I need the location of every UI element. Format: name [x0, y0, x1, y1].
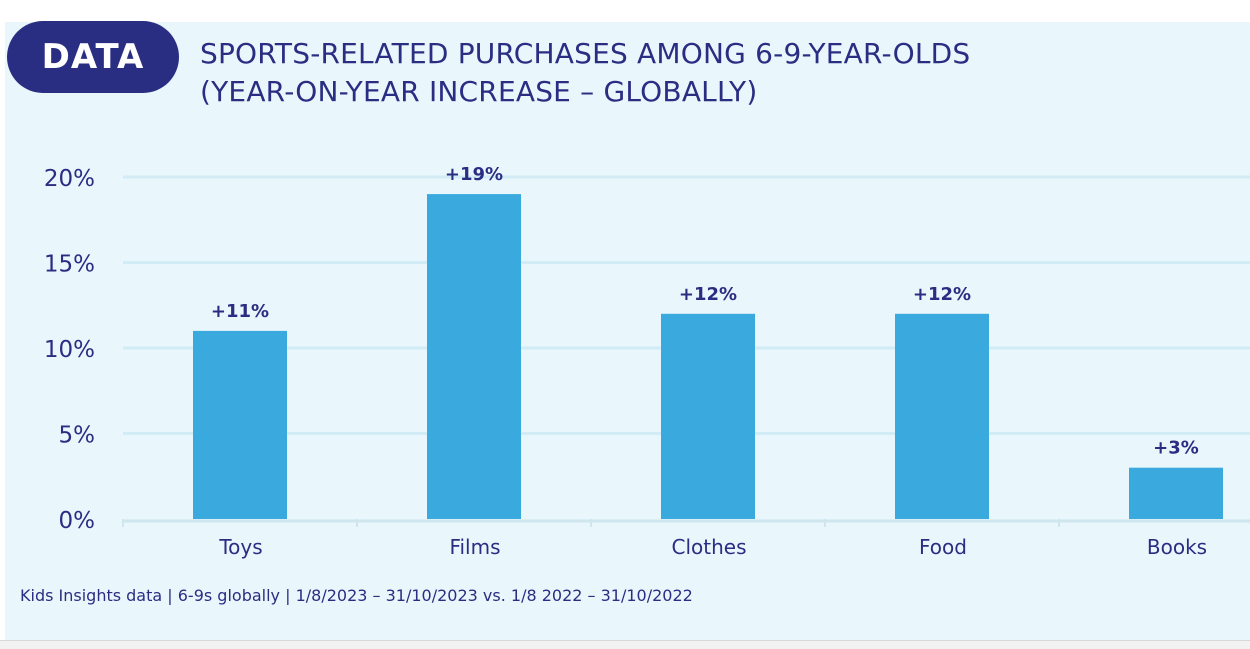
y-tick-label: 10%: [44, 337, 95, 363]
bar-books: [1129, 467, 1223, 519]
bar-clothes: [661, 313, 755, 519]
bottom-strip: [0, 640, 1250, 649]
chart-title-line-2: (YEAR-ON-YEAR INCREASE – GLOBALLY): [200, 75, 758, 108]
y-tick-label: 0%: [59, 508, 96, 534]
source-footnote: Kids Insights data | 6-9s globally | 1/8…: [20, 586, 693, 605]
data-label: +19%: [445, 164, 503, 185]
bar-food: [895, 313, 989, 519]
x-tick-label: Toys: [218, 535, 262, 559]
data-label: +11%: [211, 301, 269, 322]
chart-title: SPORTS-RELATED PURCHASES AMONG 6-9-YEAR-…: [200, 35, 970, 111]
data-badge: DATA: [7, 21, 179, 93]
bar-toys: [193, 330, 287, 519]
data-label: +3%: [1153, 438, 1199, 459]
data-badge-label: DATA: [41, 37, 145, 77]
data-label: +12%: [679, 284, 737, 305]
x-tick-label: Clothes: [672, 535, 747, 559]
y-tick-label: 15%: [44, 252, 95, 278]
y-tick-label: 20%: [44, 166, 95, 192]
chart-title-line-1: SPORTS-RELATED PURCHASES AMONG 6-9-YEAR-…: [200, 37, 971, 70]
y-tick-label: 5%: [59, 423, 96, 449]
data-label: +12%: [913, 284, 971, 305]
x-tick-label: Food: [919, 535, 967, 559]
x-tick-label: Films: [449, 535, 500, 559]
x-tick-label: Books: [1147, 535, 1207, 559]
bar-films: [427, 194, 521, 519]
